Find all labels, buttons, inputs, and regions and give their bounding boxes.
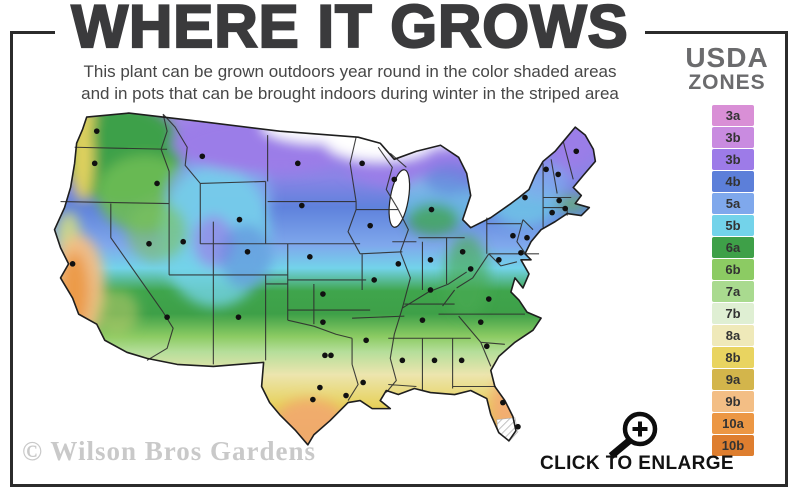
legend-swatch-3a: 3a: [712, 105, 754, 126]
state-dots: [69, 128, 580, 430]
legend-swatch-7b: 7b: [712, 303, 754, 324]
legend-swatch-10a: 10a: [712, 413, 754, 434]
legend-swatch-label: 7a: [725, 284, 741, 299]
legend-swatch-3b: 3b: [712, 127, 754, 148]
legend-heading-zones: ZONES: [688, 71, 766, 94]
legend-swatch-6b: 6b: [712, 259, 754, 280]
legend-swatch-label: 3a: [725, 108, 741, 123]
legend-swatch-label: 5b: [725, 218, 741, 233]
subtitle-line-1: This plant can be grown outdoors year ro…: [83, 62, 617, 81]
subtitle: This plant can be grown outdoors year ro…: [40, 61, 660, 106]
legend-swatch-8b: 8b: [712, 347, 754, 368]
legend-swatch-5a: 5a: [712, 193, 754, 214]
legend-heading-usda: USDA: [685, 42, 769, 73]
legend-heading: USDA ZONES: [677, 44, 777, 94]
legend-swatch-3b: 3b: [712, 149, 754, 170]
usda-zone-map[interactable]: [16, 101, 660, 481]
legend-swatch-label: 5a: [725, 196, 741, 211]
legend-swatch-label: 4b: [725, 174, 741, 189]
watermark: © Wilson Bros Gardens: [22, 436, 316, 466]
magnifier-plus-icon[interactable]: [598, 408, 666, 460]
page-title: WHERE IT GROWS: [55, 0, 645, 59]
florida-striped-area-pattern: [496, 417, 519, 443]
legend-swatch-label: 3b: [725, 152, 741, 167]
legend-swatch-8a: 8a: [712, 325, 754, 346]
legend-swatch-label: 9b: [725, 394, 741, 409]
subtitle-line-2: and in pots that can be brought indoors …: [81, 84, 619, 104]
legend-swatch-9b: 9b: [712, 391, 754, 412]
legend-swatch-9a: 9a: [712, 369, 754, 390]
legend-swatch-6a: 6a: [712, 237, 754, 258]
legend-swatch-label: 6a: [725, 240, 741, 255]
usda-zone-legend: 3a 3b 3b 4b 5a 5b 6a 6b 7a 7b 8a 8b 9a 9b 10a 10b: [712, 105, 754, 457]
legend-swatch-label: 3b: [725, 130, 741, 145]
legend-swatch-label: 8a: [725, 328, 741, 343]
state-borders: [60, 113, 574, 401]
legend-swatch-label: 10a: [722, 416, 744, 431]
legend-swatch-label: 6b: [725, 262, 741, 277]
legend-swatch-label: 9a: [725, 372, 741, 387]
legend-swatch-7a: 7a: [712, 281, 754, 302]
page-title-wrap: WHERE IT GROWS: [40, 0, 660, 59]
legend-swatch-label: 7b: [725, 306, 741, 321]
legend-swatch-5b: 5b: [712, 215, 754, 236]
legend-swatch-4b: 4b: [712, 171, 754, 192]
zone-fill-layer: [54, 113, 596, 445]
legend-swatch-label: 8b: [725, 350, 741, 365]
click-to-enlarge-button[interactable]: CLICK TO ENLARGE: [540, 453, 734, 474]
legend-swatch-10b: 10b: [712, 435, 754, 456]
legend-swatch-label: 10b: [721, 438, 745, 453]
